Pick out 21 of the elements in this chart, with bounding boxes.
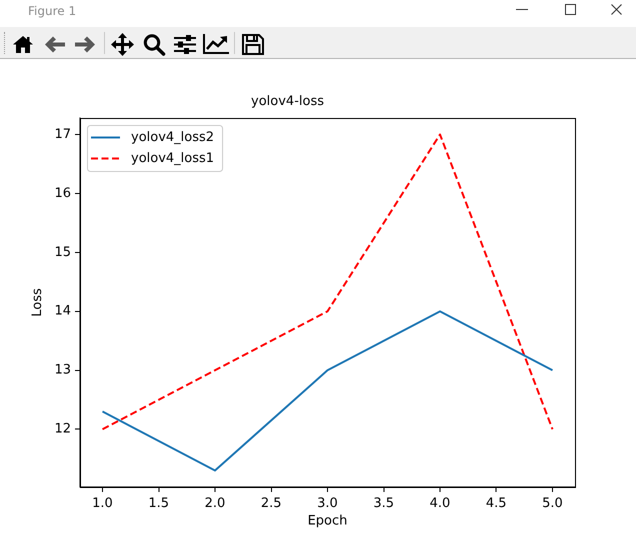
x-tick-label: 4.0 bbox=[430, 496, 450, 512]
x-tick-label: 1.5 bbox=[148, 496, 170, 512]
x-tick-label: 3.5 bbox=[373, 496, 394, 512]
y-tick-label: 15 bbox=[54, 244, 71, 260]
y-tick-label: 14 bbox=[54, 304, 71, 319]
x-axis-title: Epoch bbox=[308, 514, 348, 529]
y-tick-label: 13 bbox=[54, 362, 71, 378]
x-tick-label: 2.0 bbox=[204, 496, 226, 512]
legend-label: yolov4_loss1 bbox=[131, 150, 214, 166]
x-tick-label: 2.5 bbox=[260, 496, 282, 512]
caption: Figure 1 bbox=[28, 3, 76, 19]
x-tick-label: 5.0 bbox=[542, 496, 563, 512]
y-tick-label: 16 bbox=[54, 186, 71, 201]
x-tick-label: 1.0 bbox=[92, 496, 113, 512]
x-tick-label: 4.5 bbox=[486, 496, 507, 512]
y-tick-label: 12 bbox=[54, 422, 71, 437]
legend-label: yolov4_loss2 bbox=[131, 130, 214, 145]
y-tick-label: 17 bbox=[54, 126, 71, 142]
y-axis-title: Loss bbox=[30, 288, 46, 317]
chart-title: yolov4-loss bbox=[251, 94, 324, 110]
x-tick-label: 3.0 bbox=[317, 496, 338, 512]
